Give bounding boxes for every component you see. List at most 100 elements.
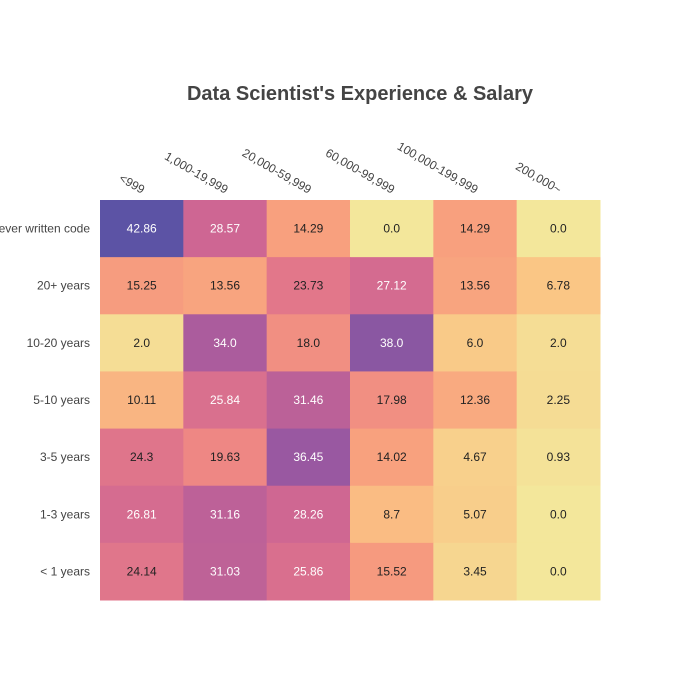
cell-value-label: 6.78 [547,279,571,293]
heatmap-cell [350,200,434,258]
cell-value-label: 3.45 [463,564,487,578]
cell-value-label: 12.36 [460,393,490,407]
y-tick-label: 20+ years [37,279,90,293]
cell-value-label: 2.25 [547,393,571,407]
heatmap-cell [100,314,184,372]
cell-value-label: 25.86 [293,564,323,578]
cell-value-label: 13.56 [460,279,490,293]
cell-value-label: 10.11 [127,393,156,407]
cell-value-label: 0.93 [547,450,571,464]
cell-value-label: 19.63 [210,450,240,464]
heatmap-cell [350,371,434,430]
heatmap-cell [100,257,184,315]
cell-value-label: 28.57 [210,222,240,236]
cell-value-label: 6.0 [467,336,484,350]
heatmap-cell [350,485,434,544]
heatmap-cell [433,371,518,430]
heatmap-cell [516,371,601,430]
cell-value-label: 31.46 [293,393,323,407]
x-tick-label: 1,000-19,999 [162,149,231,197]
cell-value-label: 15.52 [377,564,407,578]
heatmap-cell [516,485,601,544]
heatmap-cell [183,257,268,315]
cell-value-label: 2.0 [550,336,567,350]
heatmap-cell [100,485,184,544]
heatmap-cell [183,485,268,544]
cell-value-label: 27.12 [377,279,407,293]
heatmap-cell [516,428,601,487]
cell-value-label: 8.7 [383,507,400,521]
y-tick-label: < 1 years [40,564,90,578]
cell-value-label: 14.02 [377,450,407,464]
heatmap-cell [183,428,268,487]
heatmap-cell [433,200,518,258]
cell-value-label: 34.0 [213,336,237,350]
heatmap-cell [516,200,601,258]
x-tick-label: <999 [117,171,148,197]
heatmap-cell [266,257,351,315]
heatmap-cell [350,314,434,372]
cell-value-label: 0.0 [550,564,567,578]
cell-value-label: 15.25 [127,279,157,293]
heatmap-cell [266,428,351,487]
heatmap-cell [100,200,184,258]
cell-value-label: 31.16 [210,507,240,521]
cell-value-label: 14.29 [460,222,490,236]
heatmap-cell [183,371,268,430]
cell-value-label: 42.86 [127,222,157,236]
y-axis-tick-labels: I have never written code 20+ years 10-20 … [0,222,90,579]
y-tick-label: 3-5 years [40,450,90,464]
heatmap-cell [433,542,518,601]
x-tick-label: 60,000-99,999 [323,146,397,197]
cell-value-label: 24.14 [127,564,157,578]
cell-value-label: 0.0 [550,222,567,236]
cell-value-label: 18.0 [297,336,321,350]
y-tick-label: 1-3 years [40,507,90,521]
x-axis-tick-labels: <999 1,000-19,999 20,000-59,999 60,000-99,9… [117,139,564,197]
heatmap-cell [183,200,268,258]
x-tick-label: 100,000-199,999 [395,139,481,197]
cell-value-label: 28.26 [293,507,323,521]
cell-value-label: 4.67 [463,450,487,464]
cell-value-label: 38.0 [380,336,404,350]
cell-value-label: 0.0 [550,507,567,521]
heatmap-cell [516,542,601,601]
heatmap-cell [183,314,268,372]
y-tick-label: I have never written code [0,222,90,236]
x-tick-label: 200,000~ [513,159,564,196]
heatmap-cell [350,542,434,601]
y-tick-label: 5-10 years [33,393,90,407]
heatmap-cells: 42.86 28.57 14.29 0.0 14.29 0.0 15.25 13.56 23.7… [100,200,601,601]
heatmap-cell [266,371,351,430]
y-tick-label: 10-20 years [27,336,90,350]
x-tick-label: 20,000-59,999 [240,146,314,197]
heatmap-cell [100,371,184,430]
heatmap-cell [266,485,351,544]
heatmap-cell [433,314,518,372]
cell-value-label: 25.84 [210,393,240,407]
cell-value-label: 31.03 [210,564,240,578]
cell-value-label: 26.81 [127,507,157,521]
heatmap-cell [516,257,601,315]
heatmap-cell [433,257,518,315]
heatmap-cell [183,542,268,601]
cell-value-label: 17.98 [377,393,407,407]
heatmap-cell [266,200,351,258]
cell-value-label: 13.56 [210,279,240,293]
heatmap-cell [433,428,518,487]
heatmap-cell [100,542,184,601]
heatmap-cell [516,314,601,372]
cell-value-label: 2.0 [133,336,150,350]
cell-value-label: 0.0 [383,222,400,236]
cell-value-label: 23.73 [293,279,323,293]
cell-value-label: 14.29 [293,222,323,236]
heatmap-cell [266,314,351,372]
chart-title: Data Scientist's Experience & Salary [187,83,534,105]
cell-value-label: 24.3 [130,450,154,464]
heatmap-cell [350,428,434,487]
heatmap-cell [100,428,184,487]
heatmap-cell [266,542,351,601]
heatmap-cell [350,257,434,315]
cell-value-label: 36.45 [293,450,323,464]
